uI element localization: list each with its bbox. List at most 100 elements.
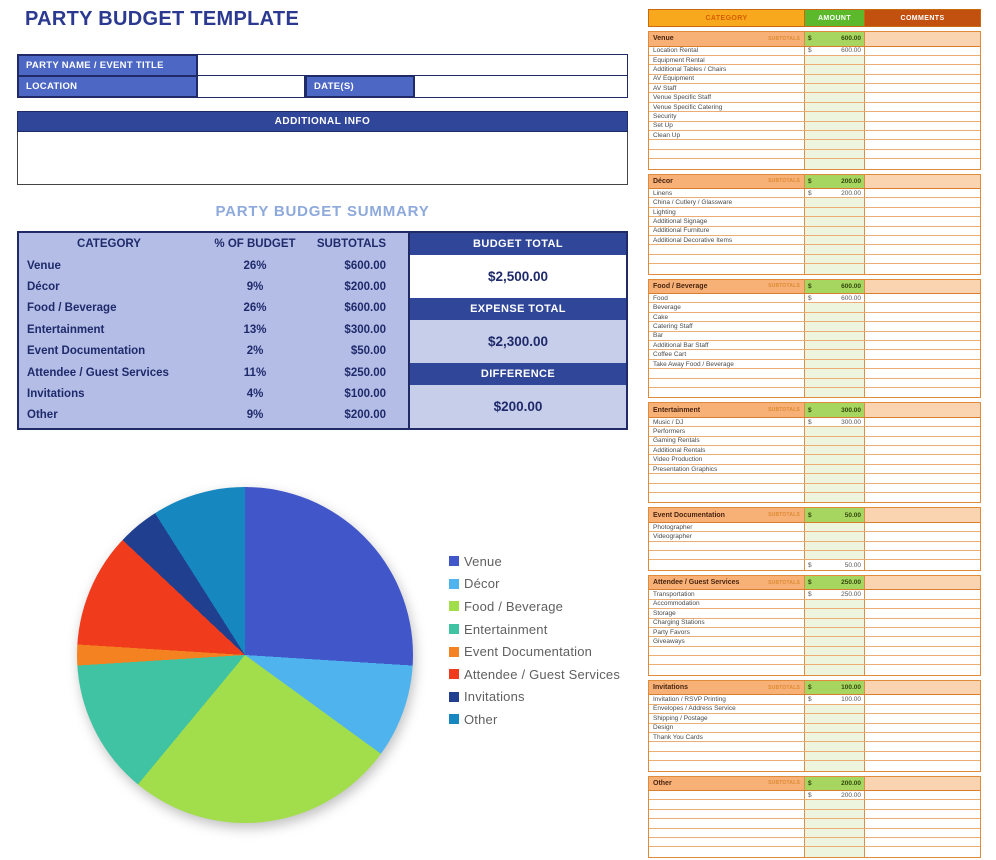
sheet-category-cell[interactable]: Additional Decorative Items [649,236,805,245]
sheet-category-cell[interactable]: Additional Signage [649,217,805,226]
sheet-comments-cell[interactable] [865,255,980,263]
sheet-category-cell[interactable]: Equipment Rental [649,55,805,65]
sheet-category-cell[interactable]: Linens [649,189,805,198]
sheet-amount-cell[interactable] [805,837,865,847]
sheet-comments-cell[interactable] [865,705,980,713]
sheet-category-cell[interactable]: Coffee Cart [649,350,805,359]
sheet-category-cell[interactable] [649,656,805,665]
sheet-comments-cell[interactable] [865,418,980,426]
sheet-amount-cell[interactable] [805,532,865,541]
sheet-category-cell[interactable]: Venue SUBTOTALS [649,32,805,46]
sheet-category-cell[interactable]: Additional Bar Staff [649,341,805,350]
sheet-comments-cell[interactable] [865,279,980,294]
sheet-comments-cell[interactable] [865,245,980,253]
summary-percent-cell[interactable]: 4% [246,387,264,400]
sheet-category-cell[interactable]: Charging Stations [649,618,805,627]
sheet-amount-cell[interactable] [805,819,865,828]
sheet-amount-cell[interactable]: $50.00 [805,508,865,522]
sheet-category-cell[interactable] [649,837,805,847]
sheet-amount-cell[interactable] [805,331,865,341]
sheet-category-cell[interactable]: Attendee / Guest Services SUBTOTALS [649,575,805,590]
summary-category-cell[interactable]: Food / Beverage [27,302,117,315]
sheet-category-cell[interactable]: Party Favors [649,627,805,637]
sheet-comments-cell[interactable] [865,724,980,732]
sheet-amount-cell[interactable] [805,198,865,207]
sheet-comments-cell[interactable] [865,103,980,111]
sheet-category-cell[interactable]: Design [649,723,805,732]
sheet-amount-cell[interactable] [805,704,865,714]
sheet-amount-cell[interactable]: $600.00 [805,32,865,46]
sheet-category-cell[interactable]: Performers [649,427,805,436]
sheet-amount-cell[interactable] [805,732,865,742]
sheet-category-cell[interactable]: Photographer [649,522,805,532]
sheet-amount-cell[interactable] [805,809,865,819]
expense-total-value[interactable]: $2,300.00 [410,320,626,363]
sheet-amount-cell[interactable] [805,800,865,809]
sheet-category-cell[interactable]: Thank You Cards [649,732,805,742]
sheet-category-cell[interactable] [649,761,805,771]
sheet-comments-cell[interactable] [865,542,980,550]
sheet-category-cell[interactable]: Bar [649,331,805,341]
sheet-category-cell[interactable] [649,474,805,483]
summary-subtotal-cell[interactable]: $200.00 [344,281,386,294]
sheet-category-cell[interactable]: Food [649,294,805,303]
sheet-amount-cell[interactable] [805,55,865,65]
sheet-amount-cell[interactable] [805,436,865,446]
sheet-comments-cell[interactable] [865,590,980,598]
sheet-comments-cell[interactable] [865,446,980,454]
sheet-comments-cell[interactable] [865,733,980,741]
additional-info-input[interactable] [17,132,628,185]
sheet-amount-cell[interactable] [805,226,865,236]
sheet-category-cell[interactable]: AV Equipment [649,74,805,84]
sheet-amount-cell[interactable]: $200.00 [805,791,865,800]
sheet-category-cell[interactable] [649,742,805,751]
sheet-amount-cell[interactable] [805,714,865,723]
sheet-category-cell[interactable]: Giveaways [649,637,805,646]
sheet-comments-cell[interactable] [865,465,980,473]
sheet-comments-cell[interactable] [865,322,980,330]
sheet-comments-cell[interactable] [865,227,980,235]
sheet-amount-cell[interactable] [805,84,865,93]
sheet-category-cell[interactable]: Set Up [649,121,805,131]
sheet-comments-cell[interactable] [865,551,980,559]
sheet-category-cell[interactable] [649,828,805,837]
summary-percent-cell[interactable]: 26% [243,302,267,315]
sheet-comments-cell[interactable] [865,523,980,531]
sheet-amount-cell[interactable] [805,723,865,732]
sheet-comments-cell[interactable] [865,742,980,750]
sheet-comments-cell[interactable] [865,332,980,340]
sheet-category-cell[interactable]: Beverage [649,303,805,312]
sheet-category-cell[interactable] [649,254,805,264]
sheet-comments-cell[interactable] [865,159,980,168]
sheet-category-cell[interactable] [649,159,805,169]
sheet-comments-cell[interactable] [865,47,980,55]
sheet-amount-cell[interactable] [805,551,865,560]
sheet-amount-cell[interactable]: $600.00 [805,46,865,55]
sheet-category-cell[interactable]: Entertainment SUBTOTALS [649,403,805,417]
summary-category-cell[interactable]: Venue [27,259,61,272]
sheet-amount-cell[interactable] [805,93,865,102]
sheet-amount-cell[interactable] [805,112,865,121]
sheet-comments-cell[interactable] [865,122,980,130]
sheet-category-cell[interactable] [649,646,805,656]
sheet-category-cell[interactable]: Catering Staff [649,322,805,331]
sheet-amount-cell[interactable] [805,245,865,254]
sheet-category-cell[interactable]: Presentation Graphics [649,464,805,474]
sheet-comments-cell[interactable] [865,560,980,569]
sheet-comments-cell[interactable] [865,838,980,846]
summary-subtotal-cell[interactable]: $600.00 [344,259,386,272]
sheet-category-cell[interactable] [649,800,805,809]
sheet-comments-cell[interactable] [865,174,980,189]
sheet-amount-cell[interactable] [805,303,865,312]
sheet-amount-cell[interactable] [805,149,865,159]
sheet-amount-cell[interactable] [805,599,865,609]
sheet-amount-cell[interactable] [805,646,865,656]
sheet-amount-cell[interactable]: $50.00 [805,560,865,570]
sheet-amount-cell[interactable]: $250.00 [805,575,865,590]
sheet-category-cell[interactable]: Venue Specific Catering [649,102,805,112]
sheet-comments-cell[interactable] [865,609,980,617]
sheet-category-cell[interactable]: Clean Up [649,131,805,140]
sheet-amount-cell[interactable]: $300.00 [805,417,865,427]
sheet-comments-cell[interactable] [865,208,980,216]
sheet-amount-cell[interactable]: $200.00 [805,776,865,790]
